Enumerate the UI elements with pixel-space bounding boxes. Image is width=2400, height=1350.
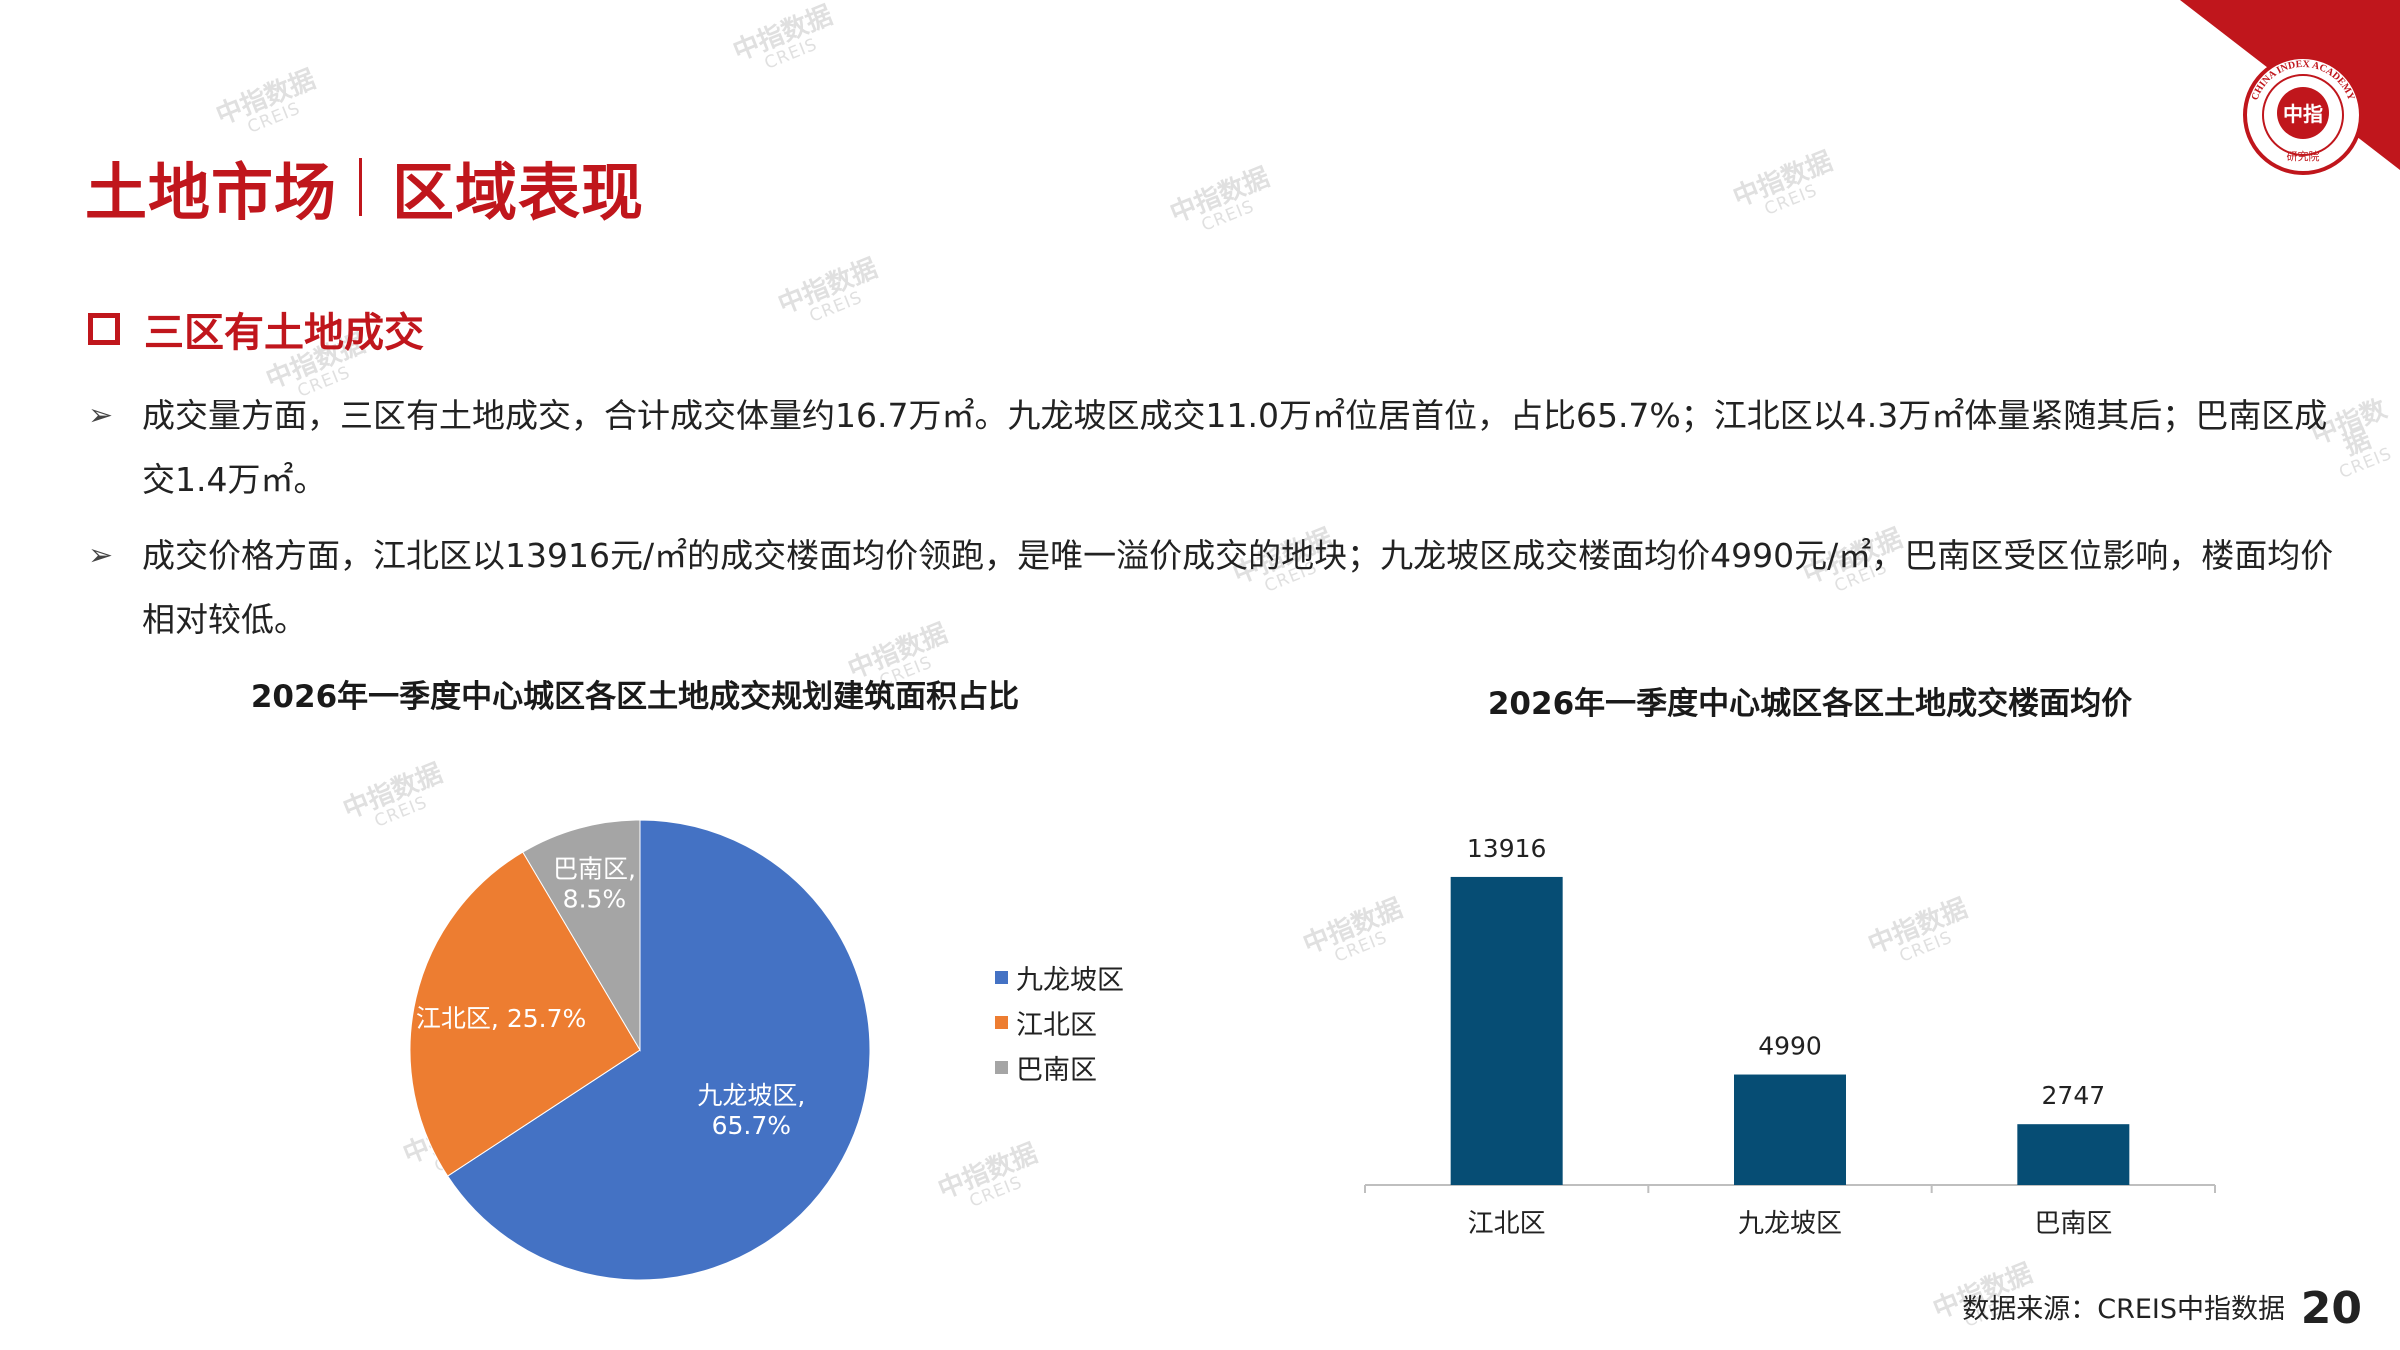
legend-swatch [995, 1016, 1008, 1029]
legend-item: 巴南区 [995, 1045, 1124, 1090]
x-tick-label: 江北区 [1468, 1209, 1546, 1239]
pie-chart: 九龙坡区, 65.7% 江北区, 25.7% 巴南区, 8.5% [409, 819, 871, 1281]
pie-data-label: 江北区, 25.7% [416, 1004, 586, 1033]
section-heading: 三区有土地成交 [88, 300, 424, 358]
legend-label: 九龙坡区 [1016, 965, 1124, 996]
bullet-text: 成交量方面，三区有土地成交，合计成交体量约16.7万㎡。九龙坡区成交11.0万㎡… [142, 396, 2328, 499]
pie-chart-title: 2026年一季度中心城区各区土地成交规划建筑面积占比 [250, 679, 1020, 715]
page-title-right: 区域表现 [392, 156, 645, 229]
x-tick-label: 九龙坡区 [1738, 1209, 1842, 1239]
pie-slice [522, 819, 641, 1052]
corner-banner: CHINA INDEX ACADEMY 中指 研究院 [2180, 0, 2400, 175]
bar [2017, 1124, 2130, 1185]
bullet-text: 成交价格方面，江北区以13916元/㎡的成交楼面均价领跑，是唯一溢价成交的地块；… [142, 536, 2334, 639]
pie-data-label: 巴南区, 8.5% [553, 855, 636, 914]
bar [1734, 1074, 1846, 1185]
bullet-item: ➢ 成交量方面，三区有土地成交，合计成交体量约16.7万㎡。九龙坡区成交11.0… [88, 384, 2338, 512]
section-heading-text: 三区有土地成交 [144, 310, 424, 356]
pie-slice [446, 819, 871, 1281]
legend-label: 江北区 [1016, 1010, 1097, 1041]
legend-item: 九龙坡区 [995, 955, 1124, 1000]
svg-text:中指: 中指 [2283, 102, 2323, 126]
arrow-bullet-icon: ➢ [88, 538, 114, 573]
data-source: 数据来源：CREIS中指数据 [1962, 1294, 2285, 1325]
svg-text:研究院: 研究院 [2287, 149, 2320, 163]
bullet-item: ➢ 成交价格方面，江北区以13916元/㎡的成交楼面均价领跑，是唯一溢价成交的地… [88, 524, 2338, 652]
x-tick-label: 巴南区 [2034, 1209, 2112, 1239]
bar-data-label: 4990 [1758, 1032, 1822, 1061]
bar [1450, 876, 1563, 1185]
square-bullet-icon [88, 313, 120, 345]
page-title: 土地市场 区域表现 [85, 142, 644, 232]
page-number: 20 [2300, 1283, 2362, 1334]
page-title-left: 土地市场 [85, 156, 338, 229]
legend-label: 巴南区 [1016, 1055, 1097, 1086]
arrow-bullet-icon: ➢ [88, 398, 114, 433]
pie-slice [409, 851, 641, 1177]
legend-swatch [995, 1061, 1008, 1074]
pie-legend: 九龙坡区 江北区 巴南区 [995, 955, 1124, 1090]
bar-chart-title: 2026年一季度中心城区各区土地成交楼面均价 [1487, 686, 2133, 722]
bar-data-label: 2747 [2042, 1081, 2106, 1110]
title-divider [359, 158, 363, 216]
legend-swatch [995, 971, 1008, 984]
bar-data-label: 13916 [1467, 834, 1547, 863]
bar-chart: 13916 江北区 4990 九龙坡区 2747 巴南区 [1364, 834, 2216, 1239]
legend-item: 江北区 [995, 1000, 1124, 1045]
bullet-list: ➢ 成交量方面，三区有土地成交，合计成交体量约16.7万㎡。九龙坡区成交11.0… [88, 384, 2338, 664]
academy-logo: CHINA INDEX ACADEMY 中指 研究院 [2243, 55, 2363, 175]
pie-data-label: 九龙坡区, 65.7% [697, 1081, 805, 1140]
